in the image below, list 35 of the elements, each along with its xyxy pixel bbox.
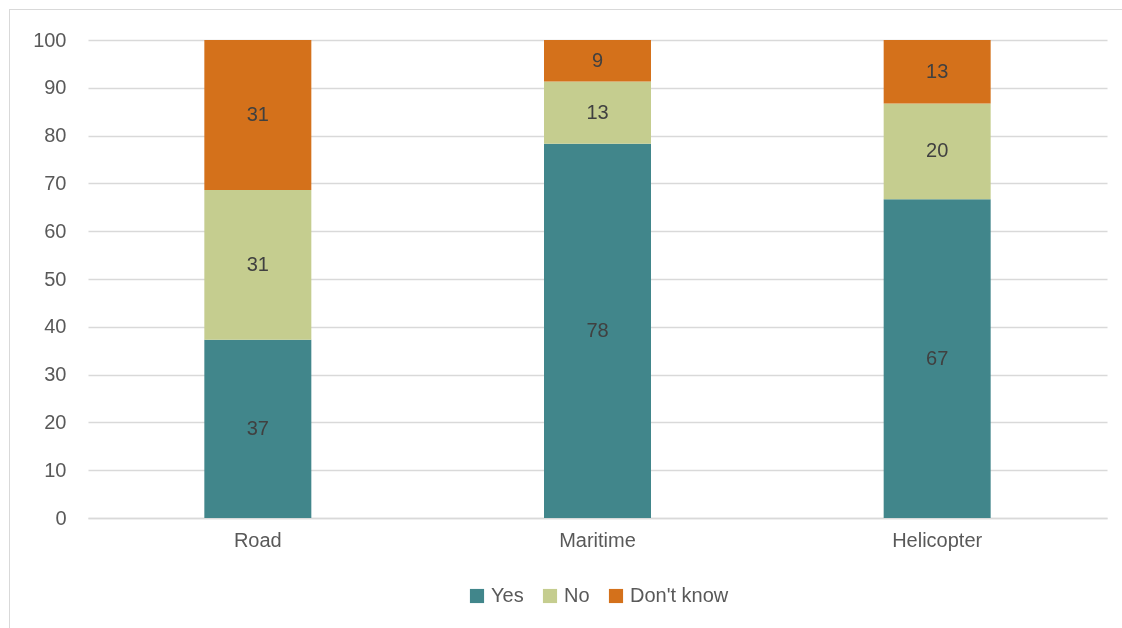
data-label: 9 xyxy=(591,48,604,71)
x-tick-label: Helicopter xyxy=(892,528,983,551)
data-label: 31 xyxy=(246,103,269,126)
legend-label: Don't know xyxy=(630,584,729,606)
y-tick-label: 90 xyxy=(44,76,67,99)
bar xyxy=(544,40,651,82)
y-tick-label: 50 xyxy=(44,267,67,290)
bar xyxy=(883,199,991,518)
y-tick-label: 100 xyxy=(33,28,67,51)
x-tick-label: Maritime xyxy=(559,528,636,551)
legend-label: No xyxy=(564,584,590,606)
data-label: 13 xyxy=(586,100,609,123)
bar xyxy=(204,339,312,518)
bar xyxy=(883,103,991,200)
y-tick-label: 60 xyxy=(44,219,67,242)
y-tick-label: 30 xyxy=(44,363,67,386)
bar xyxy=(204,40,312,191)
bar xyxy=(544,81,651,144)
data-label: 31 xyxy=(246,252,269,275)
data-label: 78 xyxy=(586,318,609,341)
y-tick-label: 80 xyxy=(44,124,67,147)
bar xyxy=(883,40,991,104)
y-tick-label: 40 xyxy=(44,315,67,338)
y-tick-label: 20 xyxy=(44,410,67,433)
x-tick-label: Road xyxy=(233,528,282,551)
data-label: 13 xyxy=(926,59,949,82)
bar xyxy=(204,190,312,340)
data-label: 20 xyxy=(926,139,949,162)
y-tick-label: 10 xyxy=(44,458,67,481)
legend-label: Yes xyxy=(491,584,524,606)
y-tick-label: 70 xyxy=(44,171,67,194)
bar xyxy=(544,143,651,518)
data-label: 67 xyxy=(926,346,949,369)
y-tick-label: 0 xyxy=(55,506,67,529)
data-label: 37 xyxy=(246,416,269,439)
